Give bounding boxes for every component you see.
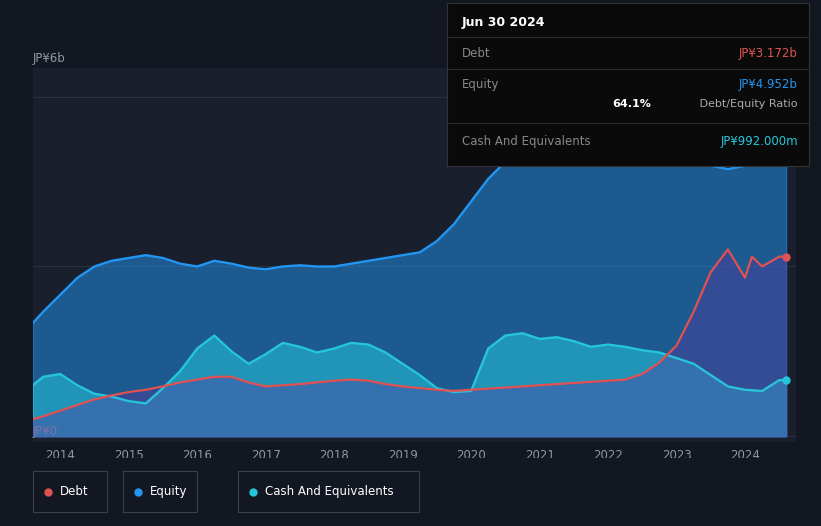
Text: Debt/Equity Ratio: Debt/Equity Ratio	[696, 99, 798, 109]
Text: JP¥0: JP¥0	[33, 425, 58, 438]
Text: Cash And Equivalents: Cash And Equivalents	[265, 485, 394, 498]
Text: JP¥992.000m: JP¥992.000m	[720, 135, 798, 148]
Text: 64.1%: 64.1%	[612, 99, 652, 109]
Text: Cash And Equivalents: Cash And Equivalents	[462, 135, 590, 148]
Text: Equity: Equity	[150, 485, 188, 498]
Text: Debt: Debt	[462, 47, 490, 59]
Text: JP¥4.952b: JP¥4.952b	[739, 78, 798, 90]
Text: Equity: Equity	[462, 78, 499, 90]
Text: Jun 30 2024: Jun 30 2024	[462, 16, 545, 29]
Text: JP¥3.172b: JP¥3.172b	[739, 47, 798, 59]
Text: JP¥6b: JP¥6b	[33, 52, 66, 65]
Text: Debt: Debt	[60, 485, 89, 498]
